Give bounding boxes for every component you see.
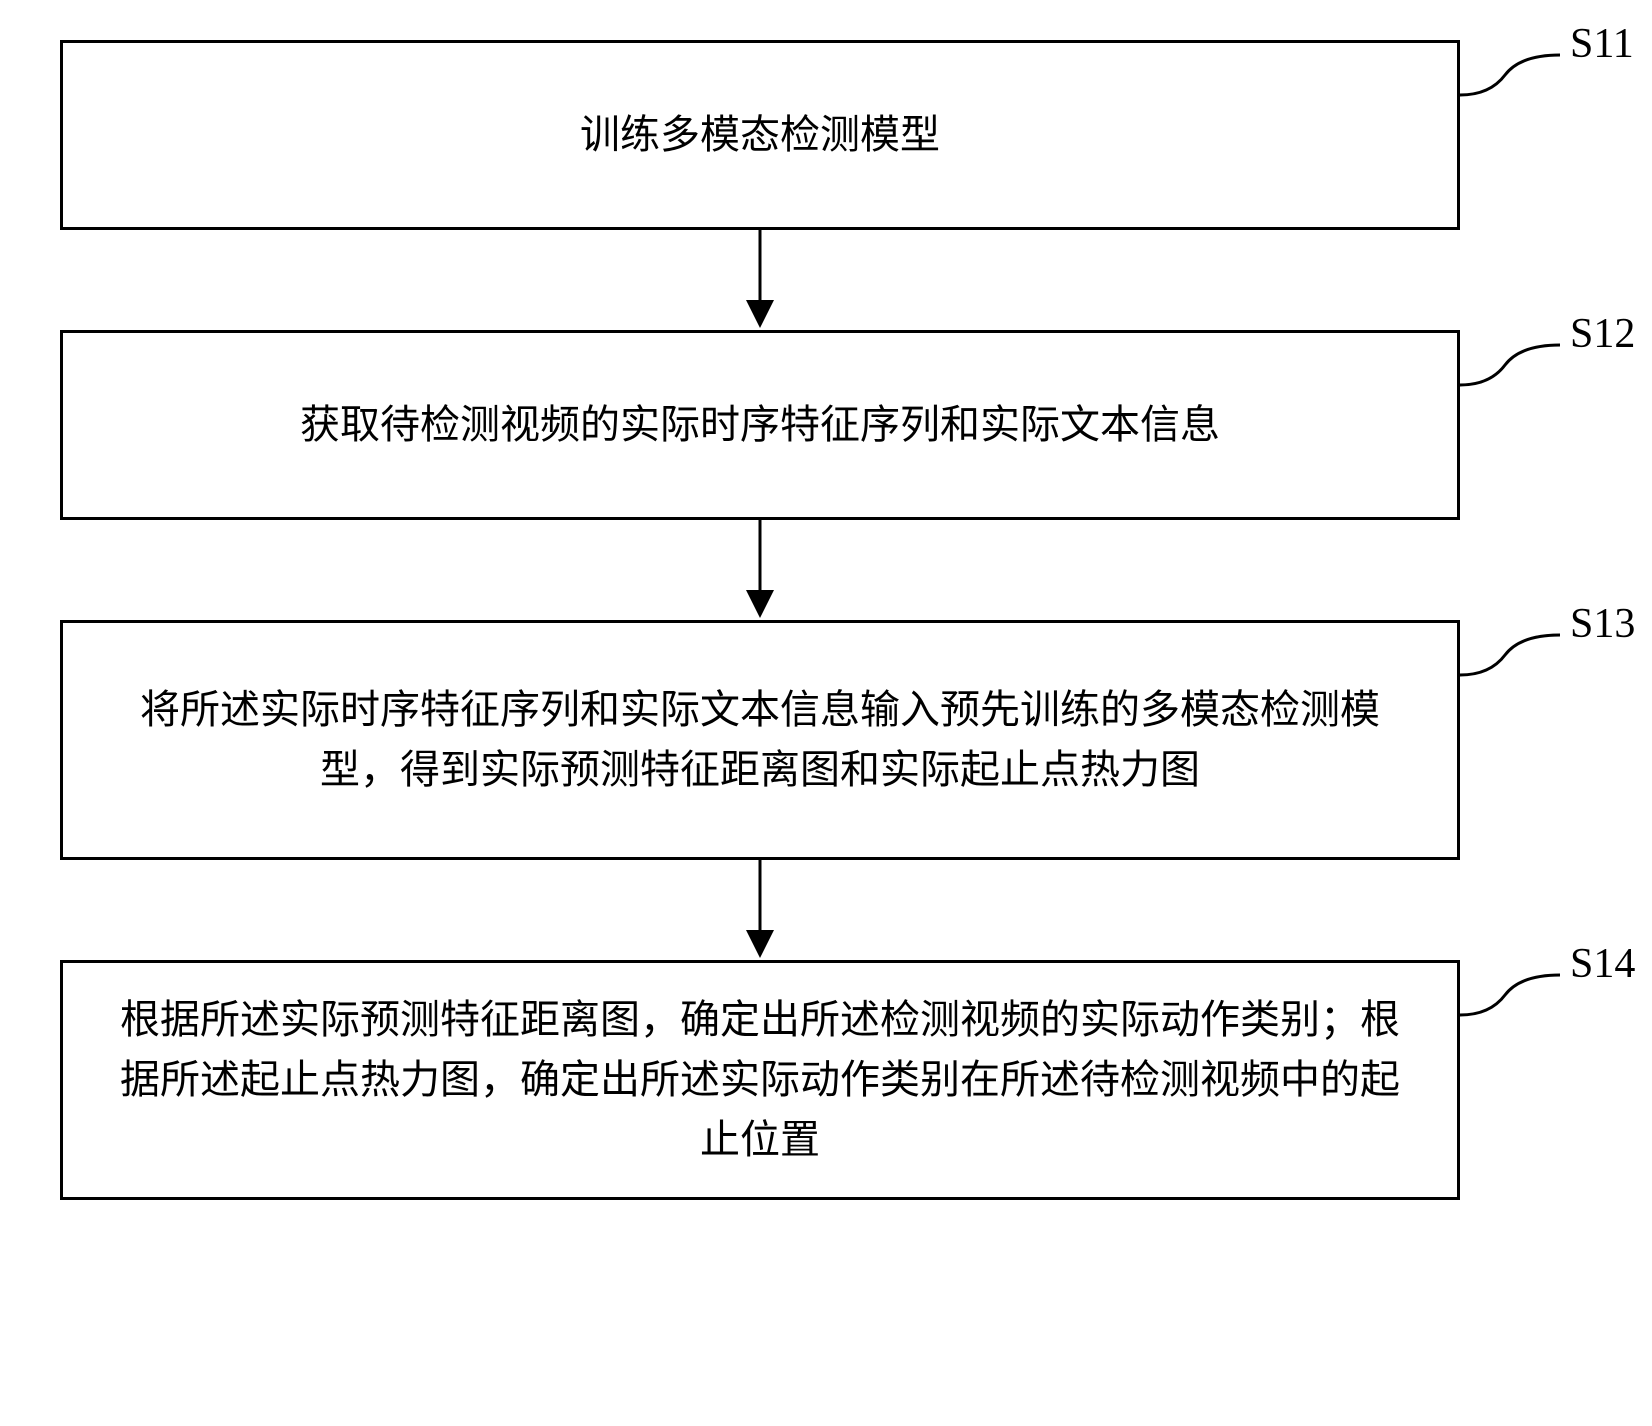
- connector-s11: [1460, 40, 1580, 110]
- flowchart-container: 训练多模态检测模型 S11 获取待检测视频的实际时序特征序列和实际文本信息 S1…: [60, 40, 1590, 1200]
- arrow-1: [60, 230, 1460, 330]
- arrow-2: [60, 520, 1460, 620]
- step-label-s14: S14: [1570, 940, 1635, 988]
- step-box-s12: 获取待检测视频的实际时序特征序列和实际文本信息: [60, 330, 1460, 520]
- step-text-s14: 根据所述实际预测特征距离图，确定出所述检测视频的实际动作类别；根据所述起止点热力…: [103, 990, 1417, 1170]
- step-label-s11: S11: [1570, 20, 1634, 68]
- arrow-line-icon: [759, 860, 762, 935]
- step-text-s13: 将所述实际时序特征序列和实际文本信息输入预先训练的多模态检测模型，得到实际预测特…: [103, 680, 1417, 800]
- arrow-line-icon: [759, 230, 762, 305]
- step-box-s14: 根据所述实际预测特征距离图，确定出所述检测视频的实际动作类别；根据所述起止点热力…: [60, 960, 1460, 1200]
- arrow-head-icon: [746, 300, 774, 328]
- step-label-s13: S13: [1570, 600, 1635, 648]
- arrow-head-icon: [746, 930, 774, 958]
- arrow-3: [60, 860, 1460, 960]
- connector-s14: [1460, 960, 1580, 1030]
- arrow-head-icon: [746, 590, 774, 618]
- arrow-line-icon: [759, 520, 762, 595]
- step-box-s11: 训练多模态检测模型: [60, 40, 1460, 230]
- step-box-s13: 将所述实际时序特征序列和实际文本信息输入预先训练的多模态检测模型，得到实际预测特…: [60, 620, 1460, 860]
- step-text-s11: 训练多模态检测模型: [580, 105, 940, 165]
- connector-s13: [1460, 620, 1580, 690]
- step-text-s12: 获取待检测视频的实际时序特征序列和实际文本信息: [300, 395, 1220, 455]
- connector-s12: [1460, 330, 1580, 400]
- step-label-s12: S12: [1570, 310, 1635, 358]
